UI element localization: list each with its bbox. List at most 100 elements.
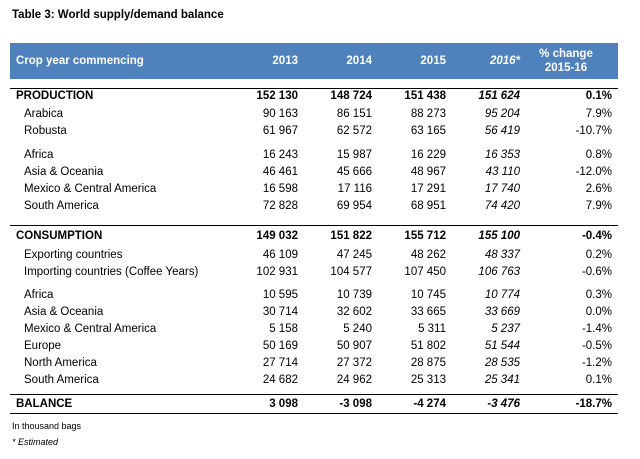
cell-2014: 151 822 bbox=[330, 230, 372, 242]
table-row: Asia & Oceania 30 714 32 602 33 665 33 669 0.… bbox=[10, 304, 618, 321]
cell-2015: 107 450 bbox=[404, 266, 446, 278]
cell-2014: 45 666 bbox=[336, 166, 372, 178]
cell-2014: 27 372 bbox=[336, 357, 372, 369]
cell-2013: 61 967 bbox=[262, 125, 298, 137]
supply-demand-table: Crop year commencing 2013 2014 2015 2016… bbox=[10, 43, 618, 410]
cell-2013: 5 158 bbox=[269, 323, 298, 335]
cell-2013: 102 931 bbox=[256, 266, 298, 278]
cell-2013: 10 595 bbox=[262, 289, 298, 301]
row-label: Mexico & Central America bbox=[24, 183, 157, 195]
cell-2015: 88 273 bbox=[410, 108, 446, 120]
header-change-line1: % change bbox=[539, 48, 593, 60]
rule-bottom bbox=[10, 413, 618, 414]
header-2016: 2016* bbox=[489, 55, 520, 67]
row-label: Robusta bbox=[24, 125, 67, 137]
cell-2015: 16 229 bbox=[410, 149, 446, 161]
cell-2016: 5 237 bbox=[491, 323, 520, 335]
row-label: PRODUCTION bbox=[16, 90, 94, 102]
cell-2016: 51 544 bbox=[484, 340, 520, 352]
cell-change: -0.5% bbox=[581, 340, 612, 352]
cell-2013: 30 714 bbox=[262, 306, 298, 318]
row-label: Arabica bbox=[24, 108, 63, 120]
table-row: Importing countries (Coffee Years) 102 93… bbox=[10, 264, 618, 281]
row-label: North America bbox=[24, 357, 97, 369]
header-change-line2: 2015-16 bbox=[544, 62, 588, 74]
cell-2016: 17 740 bbox=[484, 183, 520, 195]
cell-change: 0.2% bbox=[585, 249, 612, 261]
row-label: BALANCE bbox=[16, 398, 73, 410]
cell-2013: 90 163 bbox=[262, 108, 298, 120]
cell-change: -1.4% bbox=[581, 323, 612, 335]
cell-2015: 63 165 bbox=[410, 125, 446, 137]
table-row: PRODUCTION 152 130 148 724 151 438 151 624 0.… bbox=[10, 88, 618, 105]
cell-2015: 5 311 bbox=[418, 323, 446, 335]
cell-2016: 28 535 bbox=[484, 357, 520, 369]
table-header: Crop year commencing 2013 2014 2015 2016… bbox=[10, 43, 618, 79]
cell-change: 0.1% bbox=[585, 90, 612, 102]
cell-2015: 25 313 bbox=[410, 374, 446, 386]
cell-change: 7.9% bbox=[585, 200, 612, 212]
header-2014: 2014 bbox=[346, 55, 372, 67]
cell-2014: 24 962 bbox=[336, 374, 372, 386]
cell-2014: -3 098 bbox=[339, 398, 372, 410]
cell-change: 7.9% bbox=[585, 108, 612, 120]
cell-2016: 33 669 bbox=[484, 306, 520, 318]
table-row: Europe 50 169 50 907 51 802 51 544 -0.5% bbox=[10, 338, 618, 355]
cell-change: 0.0% bbox=[585, 306, 612, 318]
row-label: Africa bbox=[24, 289, 54, 301]
units-note: In thousand bags bbox=[12, 421, 82, 431]
cell-2013: 24 682 bbox=[262, 374, 298, 386]
cell-2016: 106 763 bbox=[478, 266, 520, 278]
row-label: Africa bbox=[24, 149, 54, 161]
cell-change: -0.4% bbox=[581, 230, 612, 242]
row-label: Europe bbox=[24, 340, 62, 352]
cell-2013: 16 598 bbox=[262, 183, 298, 195]
cell-2016: 74 420 bbox=[484, 200, 520, 212]
header-crop-year: Crop year commencing bbox=[16, 55, 144, 67]
cell-2016: 95 204 bbox=[484, 108, 520, 120]
cell-2014: 5 240 bbox=[343, 323, 372, 335]
rule-top bbox=[10, 88, 618, 89]
cell-2016: 43 110 bbox=[485, 166, 520, 178]
cell-2016: -3 476 bbox=[487, 398, 520, 410]
cell-2015: 33 665 bbox=[410, 306, 446, 318]
cell-2015: 17 291 bbox=[410, 183, 446, 195]
row-label: Exporting countries bbox=[24, 249, 123, 261]
cell-change: 2.6% bbox=[585, 183, 612, 195]
cell-2016: 56 419 bbox=[484, 125, 520, 137]
cell-2014: 148 724 bbox=[330, 90, 372, 102]
cell-2016: 155 100 bbox=[478, 230, 520, 242]
cell-2015: 48 967 bbox=[410, 166, 446, 178]
cell-change: -0.6% bbox=[581, 266, 612, 278]
cell-2015: 51 802 bbox=[410, 340, 446, 352]
table-row: North America 27 714 27 372 28 875 28 535 -1.… bbox=[10, 355, 618, 372]
table-row: Exporting countries 46 109 47 245 48 262 48 … bbox=[10, 247, 618, 264]
table-row: Africa 10 595 10 739 10 745 10 774 0.3% bbox=[10, 287, 618, 304]
cell-2015: 151 438 bbox=[404, 90, 446, 102]
cell-2016: 151 624 bbox=[478, 90, 520, 102]
table-row: CONSUMPTION 149 032 151 822 155 712 155 100 -… bbox=[10, 228, 618, 245]
header-2013: 2013 bbox=[272, 55, 298, 67]
row-label: Asia & Oceania bbox=[24, 306, 104, 318]
cell-2014: 15 987 bbox=[336, 149, 372, 161]
cell-2015: -4 274 bbox=[413, 398, 446, 410]
cell-change: -1.2% bbox=[581, 357, 612, 369]
cell-2013: 152 130 bbox=[256, 90, 298, 102]
cell-2014: 10 739 bbox=[336, 289, 372, 301]
cell-2013: 149 032 bbox=[256, 230, 298, 242]
row-label: Asia & Oceania bbox=[24, 166, 104, 178]
cell-2014: 104 577 bbox=[330, 266, 372, 278]
cell-2016: 10 774 bbox=[484, 289, 520, 301]
cell-2014: 47 245 bbox=[336, 249, 372, 261]
cell-2016: 16 353 bbox=[484, 149, 520, 161]
cell-change: -18.7% bbox=[575, 398, 612, 410]
table-row: BALANCE 3 098 -3 098 -4 274 -3 476 -18.7% bbox=[10, 396, 618, 413]
row-label: Importing countries (Coffee Years) bbox=[24, 266, 199, 278]
table-row: South America 24 682 24 962 25 313 25 341 0.1… bbox=[10, 372, 618, 389]
row-label: CONSUMPTION bbox=[16, 230, 103, 242]
rule-consumption bbox=[10, 225, 618, 226]
cell-change: 0.1% bbox=[585, 374, 612, 386]
cell-2014: 62 572 bbox=[336, 125, 372, 137]
cell-2013: 50 169 bbox=[262, 340, 298, 352]
cell-2013: 16 243 bbox=[262, 149, 298, 161]
